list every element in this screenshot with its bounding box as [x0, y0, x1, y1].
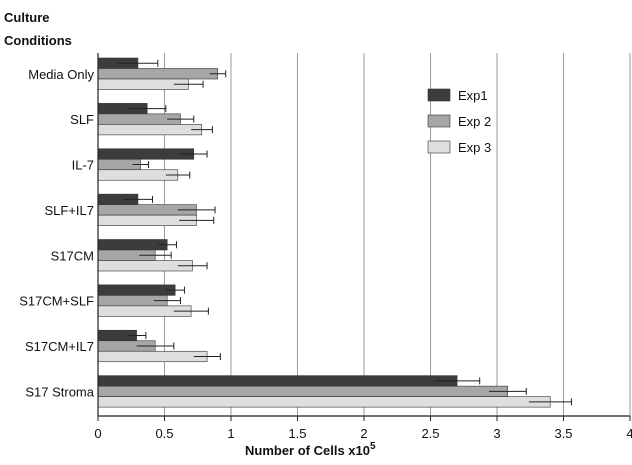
category-label: Media Only [28, 67, 94, 82]
y-axis-title-line2: Conditions [4, 33, 72, 48]
legend-label: Exp 3 [458, 140, 491, 155]
legend-swatch [427, 140, 451, 154]
legend: Exp1 Exp 2 Exp 3 [427, 88, 491, 155]
legend-swatch [427, 88, 451, 102]
x-tick-label: 3 [493, 426, 500, 441]
x-tick-label: 2 [360, 426, 367, 441]
x-tick-label: 2.5 [421, 426, 439, 441]
category-label: S17CM+IL7 [25, 339, 94, 354]
y-axis-title-line1: Culture [4, 10, 50, 25]
bar [97, 350, 208, 363]
bar [97, 375, 458, 387]
category-label: SLF+IL7 [44, 203, 94, 218]
x-axis-title-text: Number of Cells x10 [245, 443, 370, 458]
category-label: S17CM+SLF [19, 294, 94, 309]
x-tick-label: 1.5 [288, 426, 306, 441]
bar-marks [97, 57, 572, 408]
x-tick-label: 0 [94, 426, 101, 441]
bar [97, 124, 203, 136]
category-labels: Media Only SLF IL-7 SLF+IL7 S17CM S17CM+SLF S1… [19, 67, 95, 400]
legend-label: Exp 2 [458, 114, 491, 129]
category-label: S17 Stroma [25, 384, 94, 399]
bar [97, 396, 551, 408]
category-label: IL-7 [72, 158, 94, 173]
x-tick-label: 4 [626, 426, 632, 441]
x-tick-labels: 0 0.5 1 1.5 2 2.5 3 3.5 4 [94, 416, 632, 441]
x-tick-label: 3.5 [554, 426, 572, 441]
legend-label: Exp1 [458, 88, 488, 103]
gridlines [164, 53, 631, 416]
category-label: SLF [70, 112, 94, 127]
x-axis-title: Number of Cells x105 [245, 441, 376, 458]
category-label: S17CM [51, 248, 94, 263]
bar [97, 68, 218, 80]
x-tick-label: 0.5 [155, 426, 173, 441]
x-axis-title-superscript: 5 [370, 441, 376, 452]
bar [97, 385, 508, 397]
bar [97, 239, 168, 251]
legend-swatch [427, 114, 451, 128]
bar [97, 148, 195, 160]
bar [97, 284, 176, 296]
x-tick-label: 1 [227, 426, 234, 441]
